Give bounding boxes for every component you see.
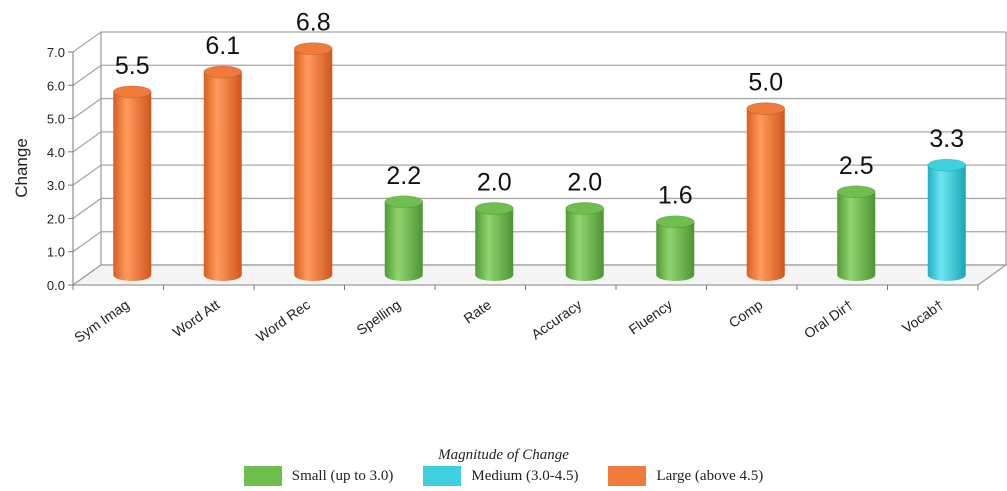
- bar-top: [112, 85, 152, 99]
- legend: Small (up to 3.0) Medium (3.0-4.5) Large…: [0, 466, 1007, 486]
- legend-label-large: Large (above 4.5): [656, 467, 764, 484]
- y-tick-label: 6.0: [47, 78, 65, 93]
- legend-swatch-small: [243, 466, 282, 486]
- bar-top: [836, 185, 876, 199]
- bar-3: [293, 42, 333, 282]
- y-tick-label: 2.0: [47, 211, 65, 226]
- bar-body: [203, 71, 242, 281]
- labels: 0.0 1.0 2.0 3.0 4.0 5.0 6.0 7.0 5.5 Sym Imag 6.1 Wo…: [47, 9, 964, 346]
- y-tick-label: 1.0: [47, 245, 65, 260]
- category-label: Word Rec: [253, 296, 313, 345]
- value-label: 2.2: [386, 162, 421, 190]
- value-label: 1.6: [658, 182, 693, 210]
- value-label: 2.0: [477, 168, 512, 196]
- legend-label-medium: Medium (3.0-4.5): [471, 467, 579, 484]
- y-tick-label: 0.0: [47, 278, 65, 293]
- legend-swatch-medium: [423, 466, 462, 486]
- bar-4: [384, 195, 424, 281]
- legend-item-medium: Medium (3.0-4.5): [423, 466, 578, 486]
- category-label: Comp: [726, 296, 766, 331]
- bar-top: [746, 102, 786, 115]
- legend-label-small: Small (up to 3.0): [291, 467, 394, 484]
- bar-body: [927, 165, 966, 281]
- category-label: Rate: [461, 296, 495, 326]
- bar-body: [113, 91, 152, 281]
- value-label: 2.0: [567, 168, 602, 196]
- bar-top: [655, 215, 695, 229]
- bar-top: [927, 158, 967, 172]
- category-label: Oral Dir†: [801, 296, 856, 341]
- bars: [112, 42, 967, 282]
- legend-item-large: Large (above 4.5): [608, 466, 763, 486]
- category-label: Sym Imag: [71, 296, 132, 345]
- legend-title: Magnitude of Change: [438, 447, 569, 463]
- value-label: 3.3: [929, 125, 964, 153]
- bar-6: [565, 202, 605, 281]
- y-tick-label: 3.0: [47, 178, 65, 193]
- category-label: Word Att: [170, 296, 223, 340]
- bar-body: [565, 208, 604, 281]
- bar-5: [474, 202, 514, 281]
- y-tick-label: 5.0: [47, 112, 65, 127]
- category-label: Spelling: [353, 296, 403, 338]
- bar-body: [746, 108, 785, 281]
- value-label: 5.0: [748, 69, 783, 97]
- legend-item-small: Small (up to 3.0): [243, 466, 394, 486]
- y-tick-label: 4.0: [47, 145, 65, 160]
- bar-top: [203, 65, 243, 79]
- bar-10: [927, 158, 967, 281]
- y-tick-label: 7.0: [47, 45, 65, 60]
- value-label: 2.5: [839, 152, 874, 180]
- bar-9: [836, 185, 876, 281]
- bar-top: [293, 42, 333, 56]
- value-label: 6.1: [205, 32, 240, 60]
- bar-1: [112, 85, 152, 281]
- bar-top: [474, 202, 514, 215]
- value-label: 6.8: [296, 9, 331, 37]
- category-label: Fluency: [626, 296, 675, 337]
- category-label: Vocab†: [899, 296, 946, 336]
- bar-top: [565, 202, 605, 215]
- bar-body: [294, 48, 333, 282]
- y-axis-label: Change: [12, 138, 31, 198]
- bar-2: [203, 65, 243, 281]
- bar-8: [746, 102, 786, 281]
- bar-body: [656, 221, 695, 281]
- legend-swatch-large: [608, 466, 647, 486]
- category-label: Accuracy: [528, 296, 584, 342]
- bar-body: [475, 208, 514, 281]
- bar-7: [655, 215, 695, 281]
- bar-body: [837, 191, 876, 281]
- bar-top: [384, 195, 424, 209]
- value-label: 5.5: [115, 52, 150, 80]
- bar-body: [384, 201, 423, 281]
